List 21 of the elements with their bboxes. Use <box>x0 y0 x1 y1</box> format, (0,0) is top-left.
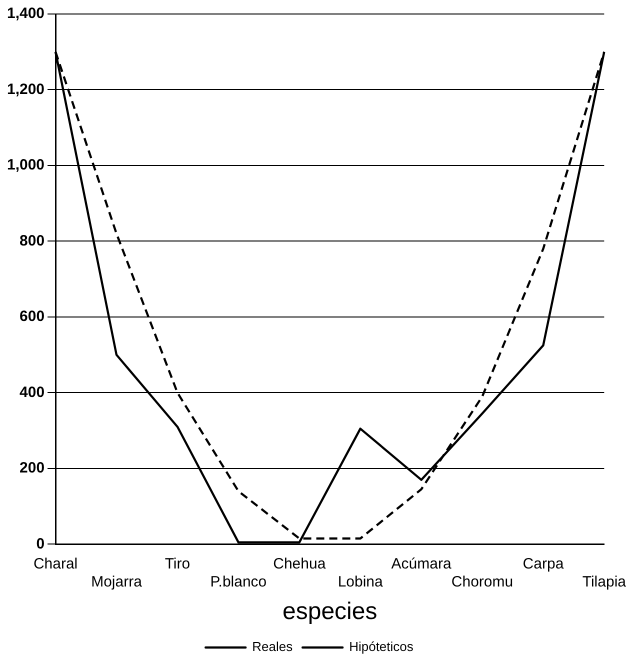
legend-label: Hipóteticos <box>349 639 414 654</box>
x-tick-label: Tilapia <box>582 573 627 590</box>
x-tick-label: Mojarra <box>91 573 143 590</box>
y-tick-label: 400 <box>20 384 45 401</box>
x-tick-label: Charal <box>33 555 78 572</box>
x-tick-label: Carpa <box>522 555 564 572</box>
legend-label: Reales <box>252 639 294 654</box>
x-tick-label: P.blanco <box>210 573 267 590</box>
y-tick-label: 1,200 <box>6 80 45 98</box>
x-tick-label: Acúmara <box>391 555 452 572</box>
x-tick-label: Chehua <box>273 555 326 572</box>
x-tick-label: Lobina <box>338 573 384 590</box>
y-tick-label: 1,400 <box>6 5 45 22</box>
y-tick-label: 800 <box>20 232 45 250</box>
y-tick-label: 600 <box>20 308 45 326</box>
y-tick-label: 0 <box>36 535 45 552</box>
x-tick-label: Tiro <box>164 555 190 572</box>
x-tick-label: Choromu <box>451 573 514 590</box>
y-tick-label: 1,000 <box>6 156 45 174</box>
y-tick-label: 200 <box>20 460 45 477</box>
x-axis-title: especies <box>282 598 378 626</box>
